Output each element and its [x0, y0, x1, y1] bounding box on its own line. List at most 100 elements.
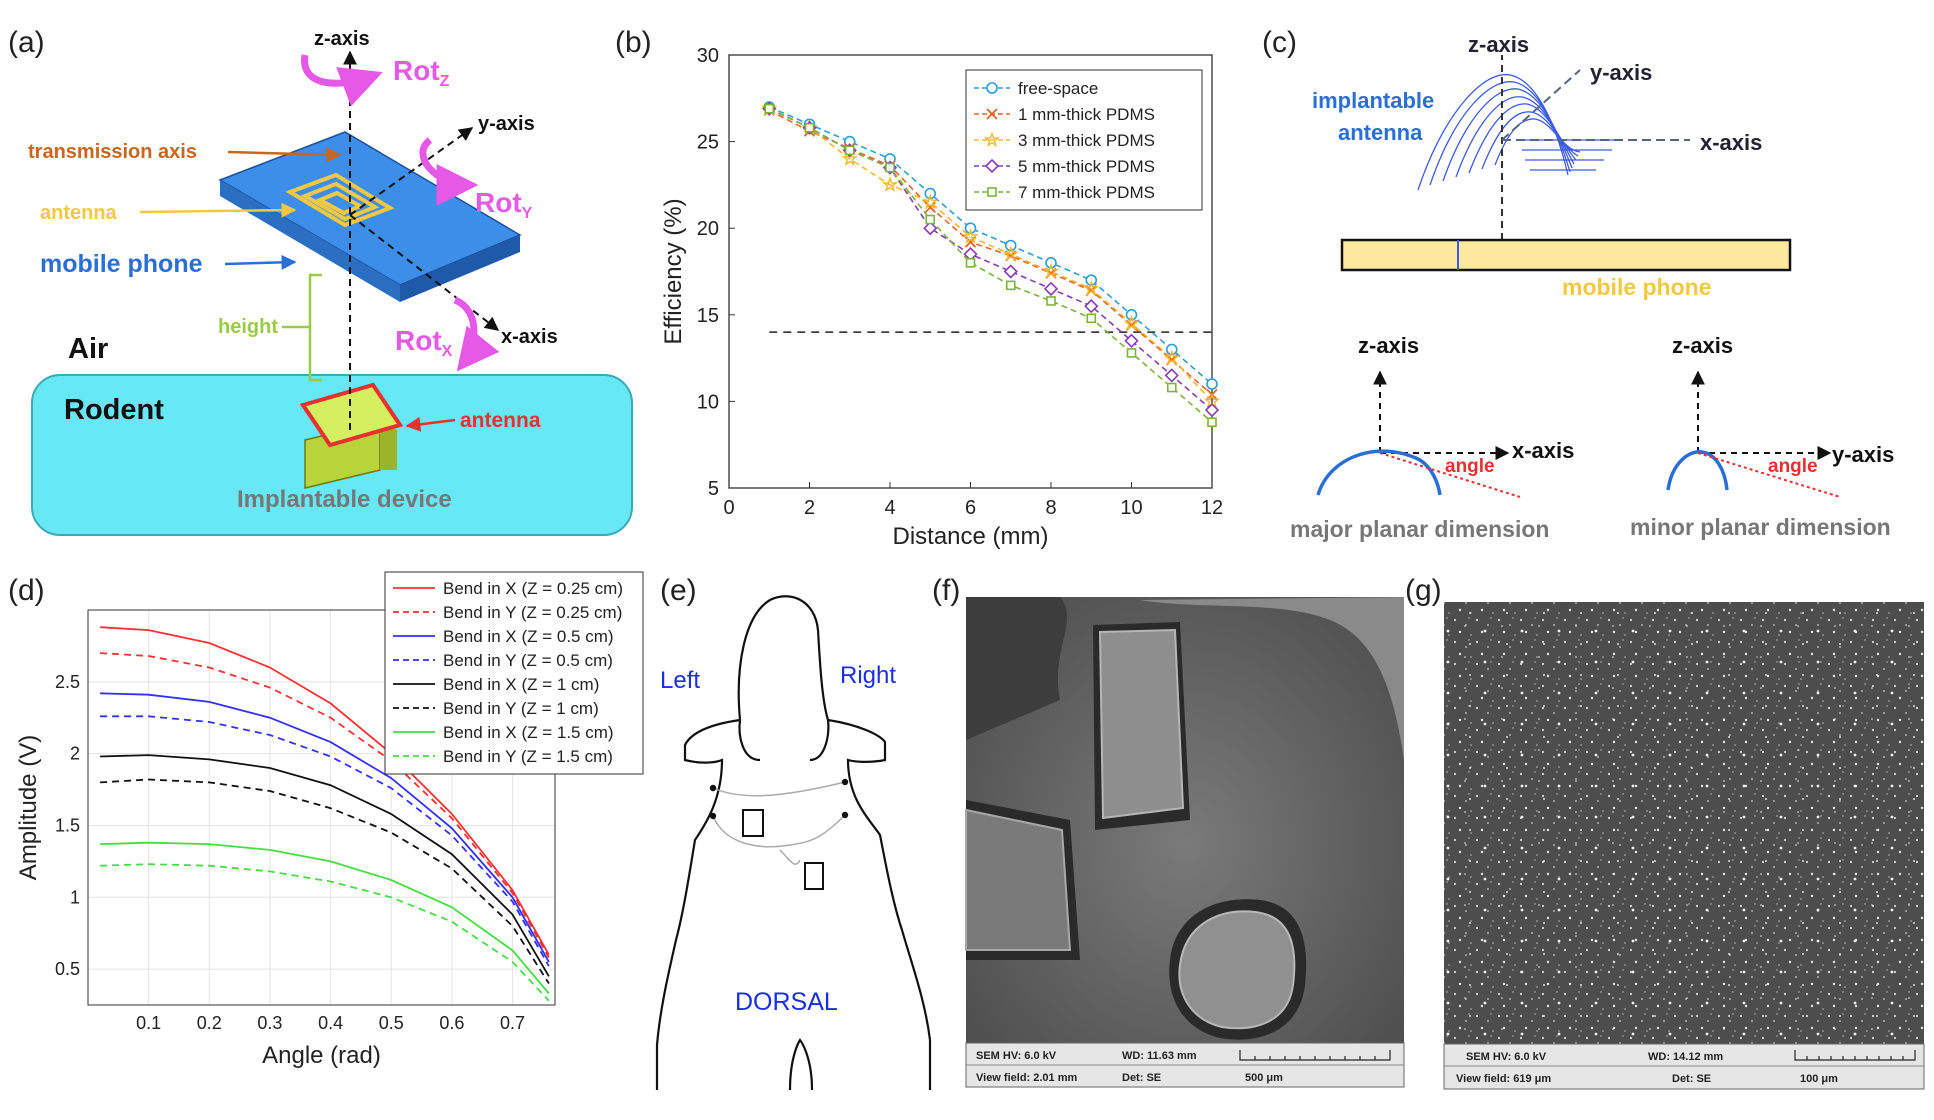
chart-b-legend-label-2: 3 mm-thick PDMS	[1018, 131, 1155, 150]
c-mobile-phone-bar	[1340, 238, 1792, 272]
major-arc	[1316, 449, 1442, 496]
c-x-axis-label: x-axis	[1700, 130, 1762, 155]
implant-site-2	[804, 862, 824, 890]
chart-d-xtick-label-3: 0.4	[318, 1013, 343, 1033]
chart-b-point-4-8	[1086, 313, 1097, 324]
chart-b-point-4-1	[804, 122, 815, 133]
incision-line-tail	[779, 849, 801, 865]
sem-f-view-field: View field: 2.01 mm	[976, 1072, 1078, 1084]
chart-d-xtick-label-1: 0.2	[197, 1013, 222, 1033]
chart-b-xtick-label-4: 8	[1045, 497, 1056, 519]
phone-antenna-coil-inner	[315, 190, 365, 216]
chart-b-point-3-7	[1043, 281, 1059, 296]
panel-d-chart: (d) 0.1 0.2 0.3 0.4 0.5 0.6 0.7 0.5 1 1.5 2 2.5 Angl…	[8, 571, 644, 1069]
chart-b-point-2-7	[1042, 262, 1060, 279]
chart-d-frame	[87, 609, 556, 1006]
dorsal-label: DORSAL	[735, 988, 838, 1016]
panel-b-chart: (b) 0 2 4 6 8 10 12 5 10 15 20 25 30 Distance (mm) Eff…	[615, 26, 1223, 550]
chart-b-point-3-11	[1204, 402, 1220, 418]
chart-d-legend-label-6: Bend in X (Z = 1.5 cm)	[443, 723, 614, 742]
chart-d-series-line-6	[100, 841, 550, 995]
chart-b-point-2-5	[962, 228, 979, 244]
implant-side	[380, 422, 397, 470]
panel-c: (c) z-axis y-axis x-axis implantable ant…	[1262, 26, 1894, 542]
a-y-axis-label: y-axis	[478, 113, 535, 135]
rodent-left-arm	[738, 719, 761, 762]
chart-b-xtick-label-1: 2	[804, 497, 815, 519]
minor-angle-label: angle	[1768, 456, 1818, 477]
sem-f-hv: SEM HV: 6.0 kV	[976, 1050, 1057, 1062]
sem-f-det: Det: SE	[1122, 1072, 1161, 1084]
chart-b-legend-marker-1	[986, 108, 998, 120]
chart-d-xtick-label-4: 0.5	[379, 1013, 404, 1033]
sem-g-scalebar	[1794, 1050, 1916, 1061]
c-mobile-phone-label: mobile phone	[1562, 274, 1712, 300]
chart-d-legend-label-3: Bend in Y (Z = 0.5 cm)	[443, 651, 613, 670]
chart-b-point-4-9	[1126, 348, 1137, 358]
sem-g-view-field: View field: 619 μm	[1456, 1073, 1551, 1085]
height-label: height	[218, 316, 278, 338]
rodent-label: Rodent	[64, 394, 164, 426]
c-z-axis-label: z-axis	[1468, 32, 1529, 57]
right-label: Right	[840, 662, 896, 689]
panel-g: (g) SEM HV: 6.0 kV WD: 14.12 mm View fie…	[1405, 574, 1925, 1090]
chart-b-point-3-8	[1084, 299, 1099, 314]
implantable-device-label: Implantable device	[237, 486, 452, 513]
c-y-axis-label: y-axis	[1590, 60, 1652, 85]
chart-b-series-line-0	[768, 106, 1213, 385]
chart-d-legend-label-1: Bend in Y (Z = 0.25 cm)	[443, 603, 622, 622]
implantable-antenna-mesh	[1417, 73, 1620, 191]
major-x-label: x-axis	[1512, 438, 1574, 463]
a-y-axis-line	[349, 127, 474, 216]
sem-f-scale-label: 500 μm	[1245, 1072, 1283, 1084]
chart-b-point-0-11	[1206, 378, 1218, 390]
sem-g-hv: SEM HV: 6.0 kV	[1466, 1051, 1547, 1063]
chart-b-ytick-label-4: 25	[697, 132, 719, 154]
chart-b-point-4-2	[844, 145, 855, 156]
suture-point-1	[709, 784, 717, 792]
chart-d-series-line-5	[100, 778, 550, 984]
chart-d-xtick-label-0: 0.1	[136, 1013, 161, 1033]
chart-b-legend-marker-4	[987, 187, 997, 197]
panel-e: (e) Left Right DORSAL	[655, 574, 932, 1091]
chart-b-point-4-10	[1166, 382, 1177, 393]
chart-b-point-0-6	[1004, 239, 1017, 252]
phone-side	[400, 235, 520, 302]
rodent-outline	[655, 595, 932, 1090]
chart-b-xlabel: Distance (mm)	[892, 523, 1048, 550]
suture-point-4	[841, 811, 849, 819]
chart-b-series-line-4	[768, 107, 1213, 423]
height-bracket	[308, 273, 322, 382]
chart-b-xtick-label-6: 12	[1201, 497, 1223, 519]
chart-d-legend-label-4: Bend in X (Z = 1 cm)	[443, 675, 599, 694]
chart-b-point-4-5	[965, 258, 976, 268]
rodent-tail-base	[788, 1038, 814, 1091]
incision-line-upper	[712, 781, 846, 797]
sem-f-bright-edge	[1140, 597, 1404, 760]
rot-x-label: RotX	[395, 325, 453, 360]
antenna-label: antenna	[1338, 120, 1423, 145]
phone-antenna-coil-mid	[300, 181, 380, 222]
chart-d-legend-box	[384, 571, 644, 775]
rot-z-label: RotZ	[393, 55, 450, 90]
suture-point-2	[841, 778, 849, 786]
sem-f-chip-3	[1178, 910, 1296, 1030]
chart-b-xtick-label-0: 0	[723, 497, 734, 519]
chart-b-point-2-2	[841, 150, 858, 166]
minor-arc	[1666, 450, 1729, 491]
a-x-axis-label: x-axis	[501, 326, 558, 348]
chart-b-series-line-2	[768, 107, 1213, 402]
rot-y-arrow	[419, 137, 479, 206]
a-x-axis-line	[349, 214, 500, 331]
panel-d-label: (d)	[8, 574, 45, 607]
panel-a-label: (a)	[8, 26, 45, 59]
chart-b-point-3-9	[1124, 333, 1139, 348]
chart-d-xtick-label-6: 0.7	[500, 1013, 525, 1033]
chart-b-point-3-10	[1164, 368, 1179, 383]
chart-b-legend-marker-0	[986, 82, 998, 94]
panel-g-label: (g)	[1405, 574, 1442, 607]
major-angle-label: angle	[1445, 456, 1495, 477]
chart-b-ylabel: Efficiency (%)	[660, 198, 687, 344]
chart-b-point-4-7	[1046, 296, 1056, 306]
